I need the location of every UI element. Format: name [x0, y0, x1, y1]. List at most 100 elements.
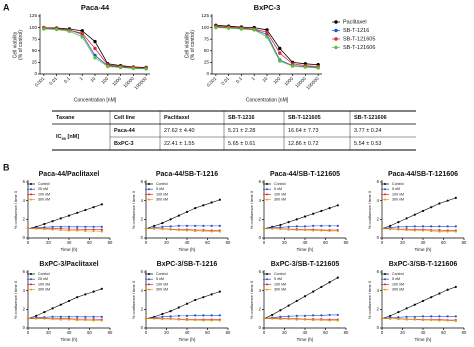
data-point	[51, 315, 54, 318]
table-cell: 27.62 ± 4.40	[164, 128, 195, 134]
data-point	[43, 317, 46, 320]
data-point	[84, 293, 87, 296]
data-point	[328, 229, 331, 233]
legend-label: 100 nM	[392, 282, 404, 286]
data-point	[43, 311, 46, 314]
table-cell: 12.86 ± 0.72	[288, 141, 319, 147]
legend-swatch	[30, 188, 32, 191]
y-axis-label: (% of control)	[190, 30, 196, 60]
data-point	[26, 317, 30, 320]
data-point	[169, 310, 172, 313]
x-axis-label: Time (h)	[297, 247, 314, 252]
series-line	[146, 318, 220, 321]
data-point	[67, 315, 71, 318]
legend-swatch	[30, 273, 32, 275]
data-point	[210, 314, 213, 317]
table-header: SB-T-121606	[354, 115, 387, 121]
legend-label: 300 nM	[392, 288, 404, 292]
data-point	[169, 318, 172, 321]
legend-swatch	[148, 183, 150, 185]
data-point	[239, 27, 244, 31]
y-axis-label: % confluence / time 0	[367, 280, 372, 319]
data-point	[185, 318, 189, 322]
x-tick-label: 80	[344, 240, 349, 245]
data-point	[413, 225, 416, 228]
data-point	[92, 229, 95, 233]
data-point	[54, 27, 59, 32]
x-tick-label: 0.001	[34, 76, 46, 88]
x-axis-label: Time (h)	[179, 337, 196, 342]
data-point	[328, 313, 331, 317]
data-point	[454, 319, 457, 323]
series-line	[28, 318, 102, 321]
x-tick-label: 0.1	[63, 76, 71, 84]
series-line	[381, 226, 456, 229]
data-point	[380, 227, 384, 230]
legend-swatch	[266, 273, 268, 275]
data-point	[287, 221, 290, 224]
data-point	[405, 315, 408, 318]
data-point	[67, 29, 72, 34]
series-line	[145, 225, 220, 229]
data-point	[320, 209, 323, 213]
legend-swatch	[266, 198, 268, 201]
data-point	[202, 319, 205, 322]
data-point	[405, 225, 408, 228]
panel-label: B	[3, 162, 10, 172]
series-line	[27, 288, 102, 319]
x-tick-label: 100000	[305, 76, 320, 91]
legend-swatch	[384, 278, 386, 281]
legend-swatch	[148, 273, 150, 275]
x-tick-label: 20	[46, 330, 51, 335]
y-axis-label: (% of control)	[18, 30, 24, 60]
data-point	[279, 309, 282, 312]
x-tick-label: 60	[323, 330, 328, 335]
x-tick-label: 0	[27, 240, 30, 245]
data-point	[144, 67, 148, 71]
data-point	[51, 225, 54, 228]
table-cell: 16.64 ± 7.73	[288, 128, 319, 134]
data-point	[295, 218, 298, 221]
data-point	[92, 290, 95, 293]
data-point	[202, 204, 205, 207]
data-point	[202, 229, 205, 233]
data-point	[278, 51, 282, 55]
chart-title: Paca-44/SB-T-121605	[270, 171, 340, 178]
data-point	[287, 228, 290, 231]
data-point	[336, 319, 339, 322]
data-point	[405, 217, 408, 220]
legend-label: 5 nM	[156, 187, 164, 191]
y-tick-label: 4	[23, 288, 26, 293]
data-point	[454, 230, 457, 233]
data-point	[430, 318, 433, 322]
x-axis-label: Time (h)	[61, 247, 78, 252]
data-point	[161, 312, 164, 316]
data-point	[59, 315, 62, 318]
data-point	[194, 229, 197, 233]
data-point	[316, 66, 320, 70]
series-line	[381, 286, 456, 319]
x-tick-label: 10	[89, 76, 96, 83]
data-point	[169, 225, 172, 228]
data-point	[454, 285, 457, 289]
data-point	[295, 225, 298, 228]
data-point	[214, 25, 218, 30]
data-point	[100, 203, 103, 206]
series-line	[382, 228, 456, 231]
data-point	[84, 225, 87, 228]
x-tick-label: 60	[87, 330, 92, 335]
data-point	[446, 319, 449, 322]
x-tick-label: 20	[46, 240, 51, 245]
data-point	[303, 295, 307, 298]
data-point	[153, 317, 156, 320]
x-tick-label: 20	[400, 330, 405, 335]
x-tick-label: 20	[400, 240, 405, 245]
data-point	[278, 59, 282, 63]
data-point	[312, 290, 315, 293]
legend-label: Control	[38, 272, 50, 276]
data-point	[320, 318, 323, 322]
y-tick-label: 4	[23, 198, 26, 203]
data-point	[67, 318, 71, 321]
data-point	[92, 315, 95, 318]
